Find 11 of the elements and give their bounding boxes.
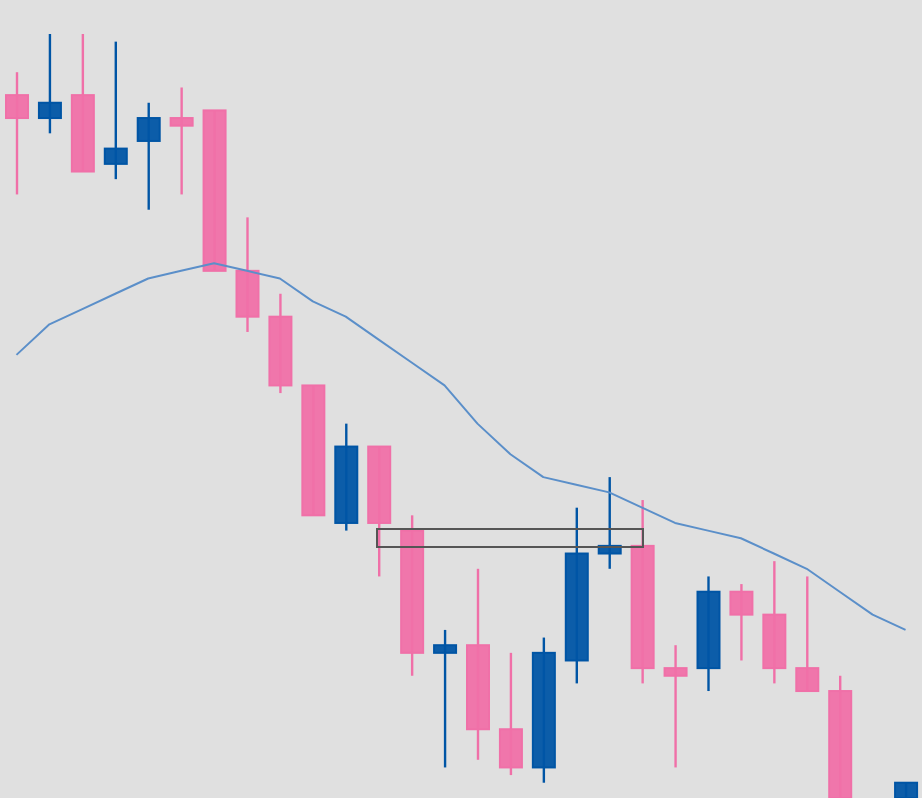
candlestick (795, 575, 820, 693)
candlestick (729, 582, 754, 662)
candlestick (169, 86, 194, 196)
candlestick (103, 40, 128, 181)
candlestick (37, 34, 62, 135)
candlestick (235, 216, 260, 334)
candlestick (136, 101, 161, 211)
candlestick (5, 71, 29, 196)
candlestick (498, 651, 523, 777)
candlestick (433, 628, 458, 769)
candlestick (663, 644, 688, 769)
